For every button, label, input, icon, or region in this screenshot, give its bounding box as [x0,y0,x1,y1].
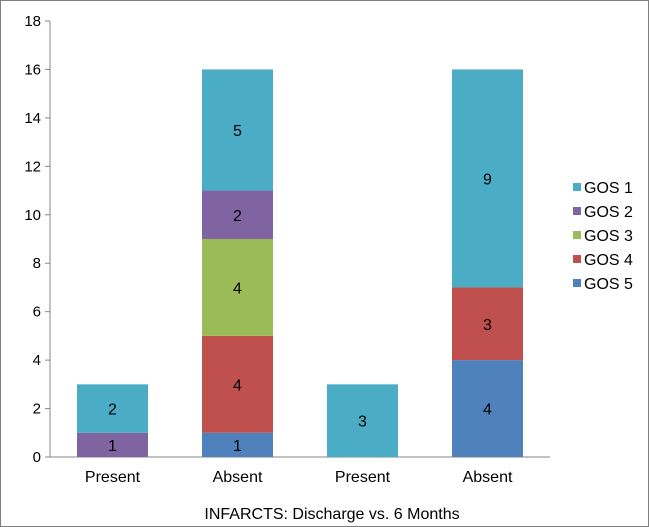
x-axis-category-labels: Present Absent Present Absent [85,469,513,486]
bar-segment-gos-3 [202,239,273,336]
legend-label: GOS 1 [584,180,633,197]
legend-swatch-gos-3 [573,231,581,239]
y-tick-label: 2 [33,401,41,418]
bar-segment-gos-2 [77,432,148,457]
bar-segment-gos-4 [202,335,273,433]
bar-segment-gos-5 [452,360,523,457]
data-label: 2 [233,208,242,225]
bar-segment-gos-1 [452,69,523,288]
data-label: 3 [358,414,367,431]
legend-swatch-gos-5 [573,279,581,287]
bar-segment-gos-4 [452,287,523,361]
legend-label: GOS 2 [584,204,633,221]
legend-swatch-gos-4 [573,255,581,263]
y-tick-label: 16 [24,61,41,78]
data-label: 1 [233,438,242,455]
x-category-label: Absent [463,469,513,486]
bar-segment-gos-5 [202,432,273,457]
x-category-label: Absent [213,469,263,486]
x-axis-title: INFARCTS: Discharge vs. 6 Months [204,506,459,523]
y-tick-label: 8 [33,255,41,272]
data-label: 5 [233,123,242,140]
y-tick-label: 18 [24,13,41,30]
y-axis-ticks: 0 2 4 6 8 10 12 14 16 18 [24,13,50,466]
x-category-label: Present [335,469,391,486]
data-label: 4 [233,280,242,297]
bars: 1 2 1 4 4 2 5 3 4 3 9 [77,69,523,457]
data-label: 9 [483,171,492,188]
y-tick-label: 6 [33,304,41,321]
x-category-label: Present [85,469,141,486]
y-tick-label: 0 [33,449,41,466]
legend-label: GOS 3 [584,228,633,245]
data-label: 3 [483,317,492,334]
y-tick-label: 10 [24,207,41,224]
legend-label: GOS 5 [584,276,633,293]
data-label: 4 [483,402,492,419]
data-label: 2 [108,402,117,419]
y-tick-label: 4 [33,352,41,369]
legend-swatch-gos-2 [573,207,581,215]
legend-label: GOS 4 [584,252,633,269]
data-label: 1 [108,438,117,455]
bar-segment-gos-1 [327,384,398,457]
data-label: 4 [233,377,242,394]
y-tick-label: 14 [24,110,41,127]
bar-segment-gos-2 [202,190,273,239]
y-tick-label: 12 [24,158,41,175]
legend: GOS 1 GOS 2 GOS 3 GOS 4 GOS 5 [573,180,633,293]
bar-segment-gos-1 [77,384,148,433]
bar-segment-gos-1 [202,69,273,191]
legend-swatch-gos-1 [573,183,581,191]
